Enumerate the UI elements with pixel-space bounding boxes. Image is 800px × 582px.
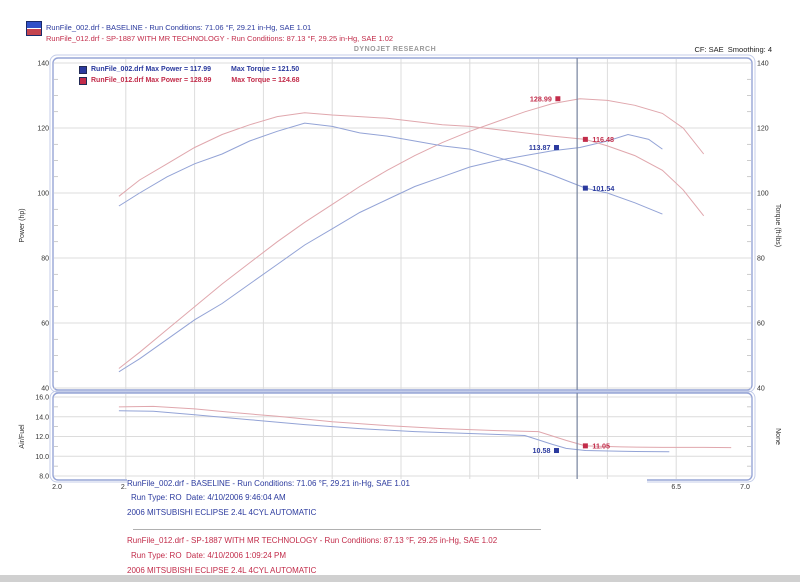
title-run-baseline: RunFile_002.drf - BASELINE - Run Conditi… [46, 23, 312, 32]
value-marker [582, 185, 588, 191]
value-marker [555, 96, 561, 102]
footer-separator [133, 529, 541, 530]
value-label: 128.99 [530, 94, 552, 103]
legend-sp1887-power-label: RunFile_012.drf Max Power = 128.99 [91, 77, 212, 84]
title-run-sp1887: RunFile_012.drf - SP-1887 WITH MR TECHNO… [46, 34, 394, 43]
value-label: 101.54 [592, 184, 614, 193]
dynojet-watermark: DYNOJET RESEARCH [353, 46, 437, 53]
left-axis-tick-label: 60 [41, 321, 49, 328]
x-tick-label: 2.0 [52, 484, 62, 491]
value-label: 116.48 [592, 135, 614, 144]
right-axis-tick-label: 100 [757, 191, 769, 198]
chart-frame [52, 57, 753, 391]
right-axis-title: None [774, 428, 781, 445]
bottom-strip [0, 575, 800, 582]
value-label: 11.05 [592, 442, 610, 451]
left-axis-tick-label: 40 [41, 386, 49, 393]
left-axis-tick-label: 80 [41, 256, 49, 263]
legend-swatch-sp1887 [79, 76, 87, 85]
x-tick-label: 7.0 [740, 484, 750, 491]
x-tick-label: 6.5 [671, 484, 681, 491]
left-axis-tick-label: 120 [37, 126, 49, 133]
left-axis-tick-label: 12.0 [35, 434, 49, 441]
left-axis-tick-label: 16.0 [35, 395, 49, 402]
value-marker [582, 136, 588, 142]
value-label: 10.58 [532, 446, 550, 455]
left-axis-tick-label: 140 [37, 61, 49, 68]
value-label: 113.87 [529, 143, 551, 152]
power-torque-chart: 140 120 100 80 60 40 140 120 100 80 60 40 Power (hp)… [19, 54, 781, 393]
air-fuel-chart: 16.0 14.0 12.0 10.0 8.0 Air/Fuel None 11.05 10.5… [19, 390, 781, 483]
baseline-afr-curve [118, 410, 670, 453]
legend-sp1887-torque-label: Max Torque = 124.68 [231, 77, 300, 84]
footer-sp1887-vehicle: 2006 MITSUBISHI ECLIPSE 2.4L 4CYL AUTOMA… [127, 566, 317, 575]
legend-swatch-baseline [79, 65, 87, 74]
runfile-icon [26, 21, 42, 36]
legend-baseline-power-label: RunFile_002.drf Max Power = 117.99 [91, 66, 212, 73]
x-tick-label: 2.5 [121, 484, 131, 491]
right-axis-tick-label: 40 [757, 386, 765, 393]
footer-baseline-vehicle: 2006 MITSUBISHI ECLIPSE 2.4L 4CYL AUTOMA… [127, 508, 317, 517]
baseline-torque-curve [118, 122, 663, 215]
left-axis-tick-label: 10.0 [35, 454, 49, 461]
chart-frame-outer [49, 54, 756, 393]
runfile-icon-red-pane [27, 29, 41, 35]
footer-sp1887-conditions: RunFile_012.drf - SP-1887 WITH MR TECHNO… [127, 536, 498, 545]
left-axis-tick-label: 14.0 [35, 414, 49, 421]
footer-sp1887-runtype: Run Type: RO Date: 4/10/2006 1:09:24 PM [131, 551, 287, 560]
chart-legend: RunFile_002.drf Max Power = 117.99 Max T… [79, 64, 300, 86]
value-marker [582, 443, 588, 449]
right-axis-title: Torque (ft-lbs) [774, 204, 781, 247]
footer-baseline-runtype: Run Type: RO Date: 4/10/2006 9:46:04 AM [131, 493, 286, 502]
sp1887-afr-curve [118, 405, 732, 449]
sp1887-power-curve [118, 98, 705, 369]
left-axis-tick-label: 100 [37, 191, 49, 198]
baseline-power-curve [118, 133, 663, 373]
footer-baseline-conditions: RunFile_002.drf - BASELINE - Run Conditi… [127, 479, 647, 489]
runfile-icon-blue-pane [27, 22, 41, 29]
right-axis-tick-label: 120 [757, 126, 769, 133]
legend-row-sp1887: RunFile_012.drf Max Power = 128.99 Max T… [79, 75, 300, 86]
correction-smoothing-text: CF: SAE Smoothing: 4 [694, 45, 772, 54]
value-marker [553, 145, 559, 150]
legend-row-baseline: RunFile_002.drf Max Power = 117.99 Max T… [79, 64, 300, 75]
right-axis-tick-label: 60 [757, 321, 765, 328]
left-axis-title: Power (hp) [19, 208, 26, 242]
left-axis-tick-label: 8.0 [39, 474, 49, 481]
right-axis-tick-label: 140 [757, 61, 769, 68]
right-axis-tick-label: 80 [757, 256, 765, 263]
sp1887-torque-curve [118, 112, 705, 217]
legend-baseline-torque-label: Max Torque = 121.50 [231, 66, 300, 73]
value-marker [553, 448, 559, 454]
left-axis-title: Air/Fuel [19, 424, 26, 449]
